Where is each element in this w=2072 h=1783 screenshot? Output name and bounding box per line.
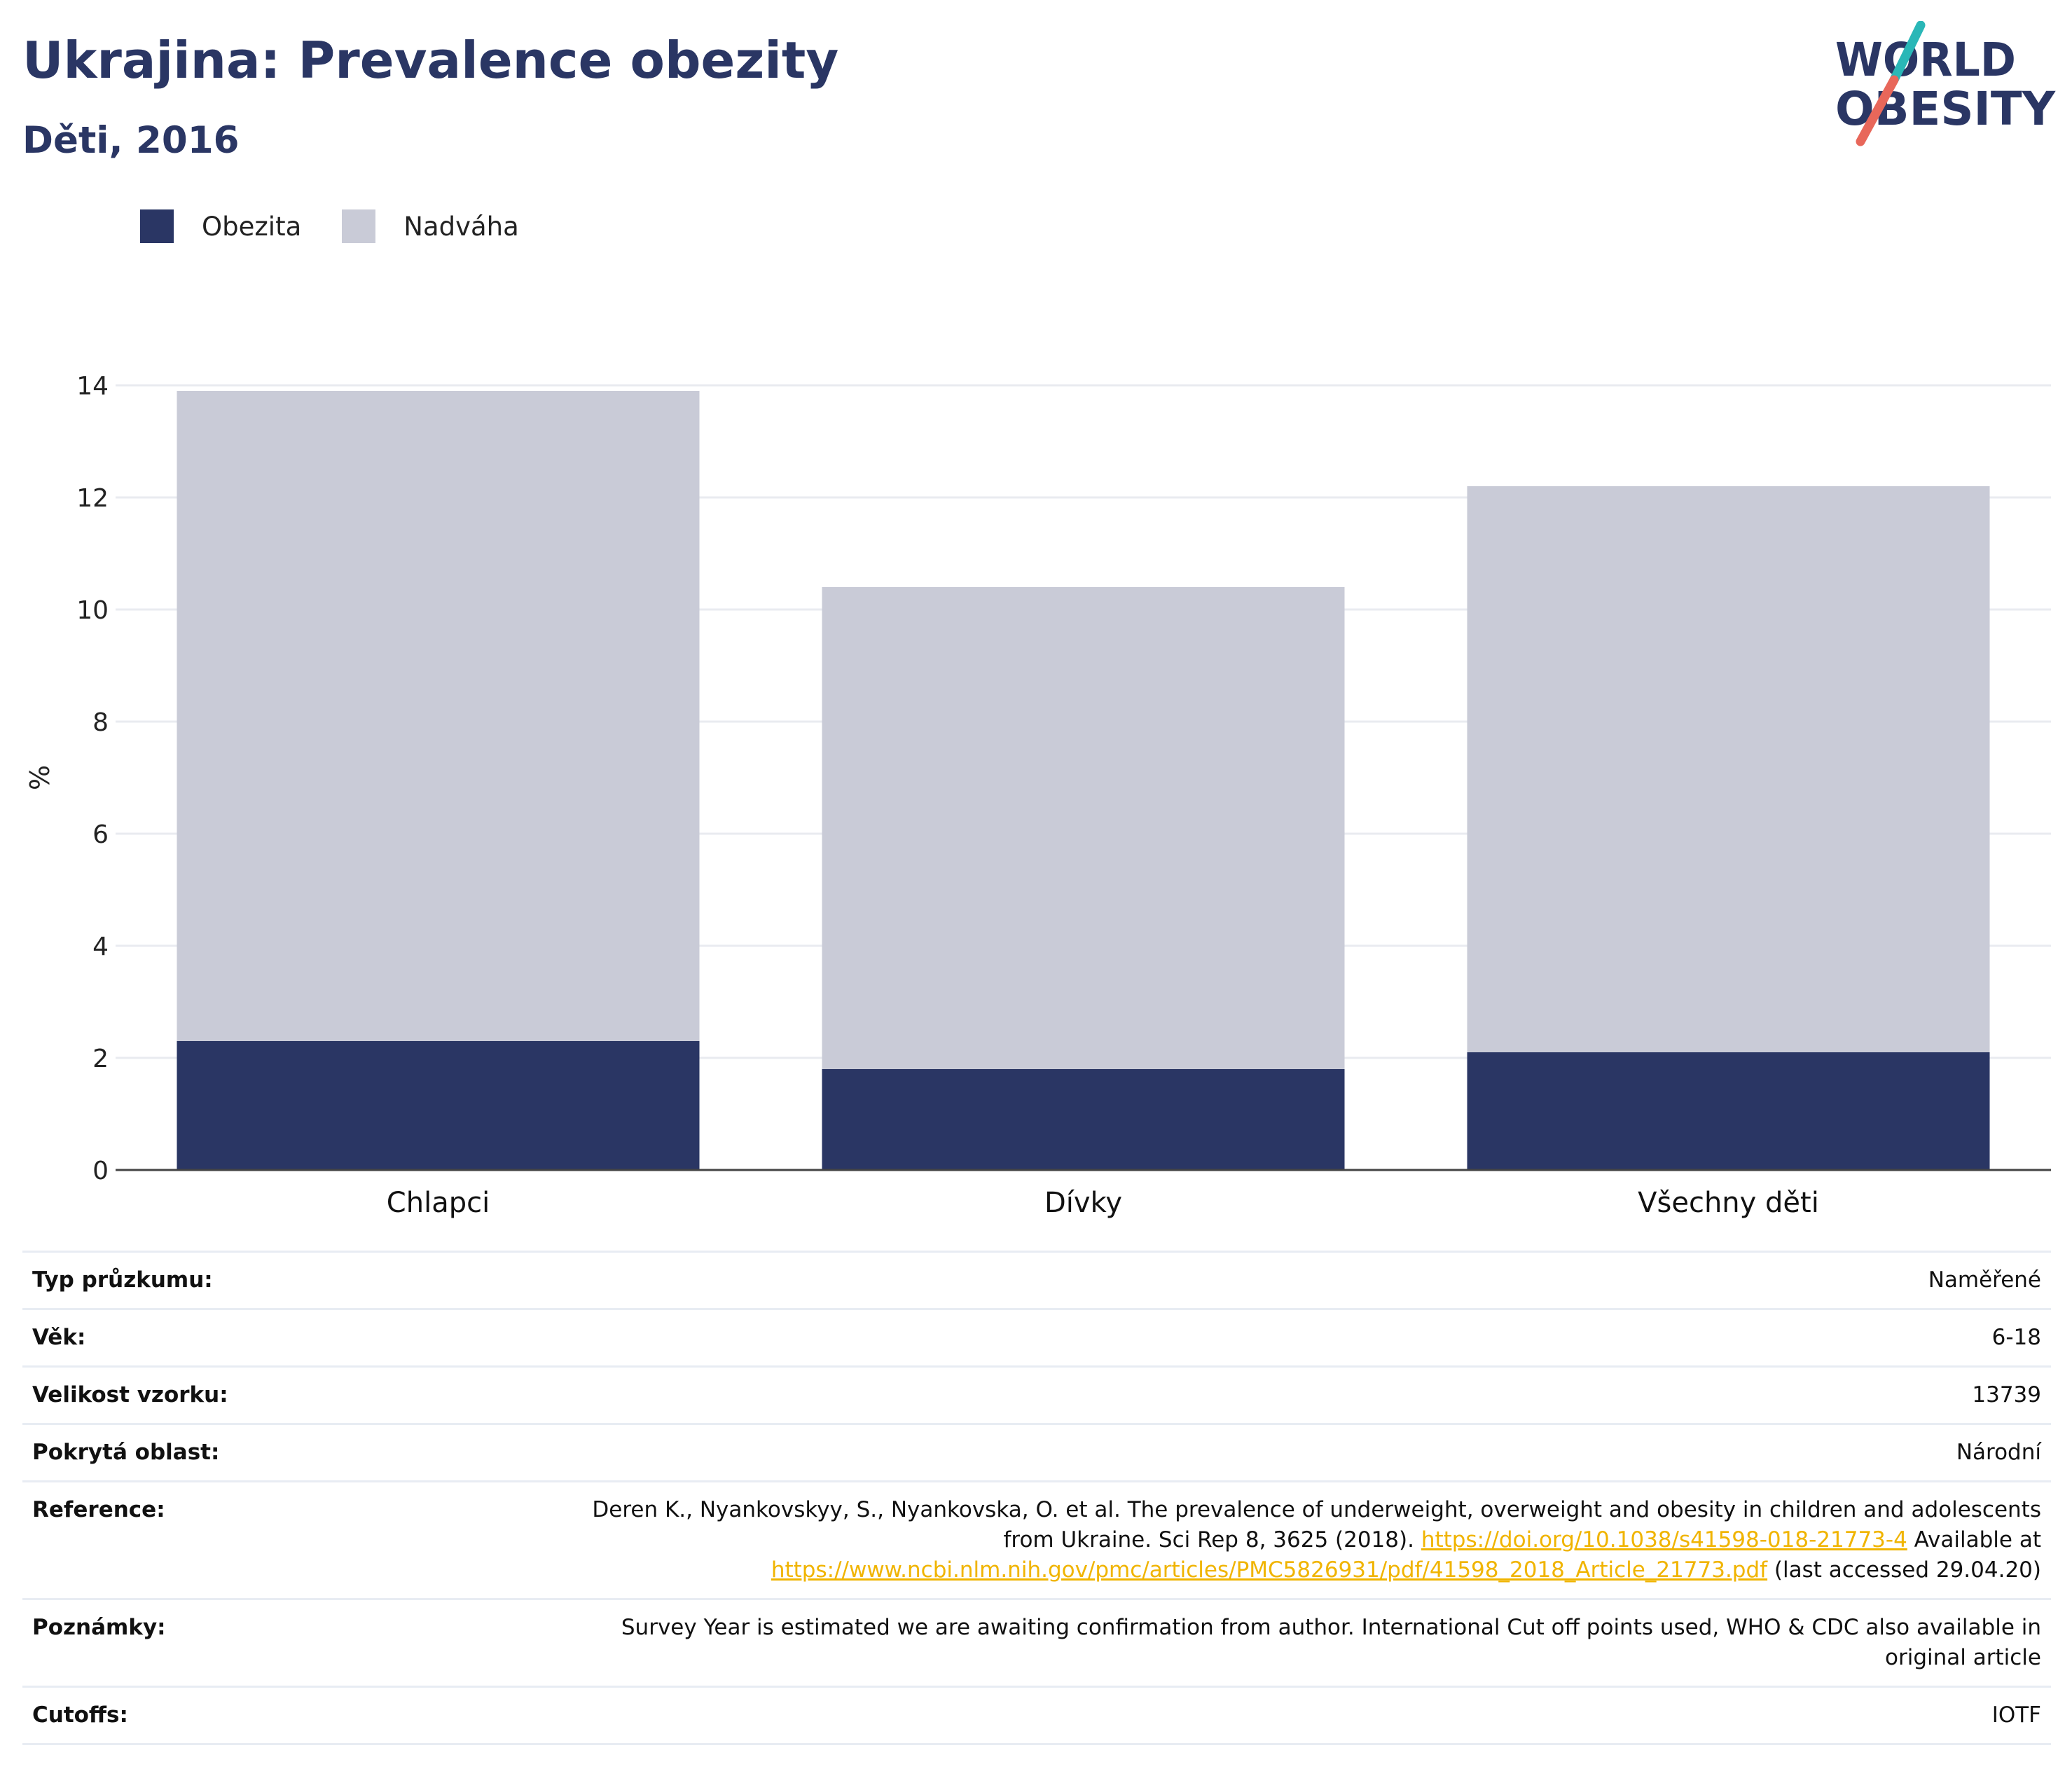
info-value: IOTF bbox=[1991, 1702, 2041, 1728]
y-tick-label: 6 bbox=[92, 820, 109, 849]
y-tick-label: 12 bbox=[76, 484, 109, 513]
y-tick-label: 8 bbox=[92, 708, 109, 737]
x-tick-label: Dívky bbox=[1044, 1187, 1122, 1219]
bar-nadvaha[interactable] bbox=[1467, 486, 1990, 1052]
reference-pdf-link[interactable]: https://www.ncbi.nlm.nih.gov/pmc/article… bbox=[771, 1557, 1768, 1583]
legend-swatch-nadvaha bbox=[342, 209, 376, 243]
stacked-bar-chart: 0 2 4 6 8 10 12 14% Chlapci Dívky Všechny děti bbox=[25, 372, 2051, 1219]
info-value: 6-18 bbox=[1991, 1325, 2041, 1350]
info-value: Survey Year is estimated we are awaiting… bbox=[621, 1615, 2041, 1670]
logo-slash-bottom bbox=[1856, 75, 1899, 146]
info-label: Typ průzkumu: bbox=[32, 1267, 213, 1293]
info-row-notes: Poznámky: Survey Year is estimated we ar… bbox=[22, 1599, 2051, 1687]
chart-legend: Obezita Nadváha bbox=[140, 209, 560, 244]
survey-info-table: Typ průzkumu: Naměřené Věk: 6-18 Velikos… bbox=[22, 1251, 2051, 1745]
info-label: Věk: bbox=[32, 1325, 86, 1350]
reference-value: Deren K., Nyankovskyy, S., Nyankovska, O… bbox=[546, 1482, 2051, 1599]
info-row-age: Věk: 6-18 bbox=[22, 1309, 2051, 1367]
bar-obezita[interactable] bbox=[177, 1041, 700, 1170]
y-tick-label: 0 bbox=[92, 1157, 109, 1185]
info-value: Národní bbox=[1956, 1440, 2041, 1465]
info-row-survey-type: Typ průzkumu: Naměřené bbox=[22, 1251, 2051, 1309]
x-tick-label: Všechny děti bbox=[1638, 1187, 1819, 1219]
legend-label-obezita: Obezita bbox=[202, 211, 302, 242]
legend-item-obezita[interactable]: Obezita bbox=[140, 209, 301, 243]
page-subtitle: Děti, 2016 bbox=[22, 119, 240, 162]
info-value: 13739 bbox=[1972, 1382, 2041, 1407]
info-label: Pokrytá oblast: bbox=[32, 1440, 220, 1465]
y-axis-label: % bbox=[25, 765, 55, 790]
bar-obezita[interactable] bbox=[1467, 1052, 1990, 1170]
reference-text-accessed: (last accessed 29.04.20) bbox=[1767, 1557, 2041, 1583]
page-title: Ukrajina: Prevalence obezity bbox=[22, 31, 839, 90]
legend-item-nadvaha[interactable]: Nadváha bbox=[342, 209, 519, 243]
legend-swatch-obezita bbox=[140, 209, 174, 243]
info-label: Poznámky: bbox=[32, 1615, 166, 1640]
info-row-cutoffs: Cutoffs: IOTF bbox=[22, 1686, 2051, 1744]
bar-nadvaha[interactable] bbox=[177, 391, 700, 1041]
reference-doi-link[interactable]: https://doi.org/10.1038/s41598-018-21773… bbox=[1421, 1527, 1907, 1553]
info-label: Reference: bbox=[32, 1497, 165, 1522]
y-tick-label: 14 bbox=[76, 372, 109, 401]
logo-slash-top bbox=[1889, 21, 1926, 85]
reference-text: Deren K., Nyankovskyy, S., Nyankovska, O… bbox=[592, 1497, 2041, 1553]
world-obesity-logo: WORLD OBESITY bbox=[1835, 21, 2056, 146]
info-label: Cutoffs: bbox=[32, 1702, 128, 1728]
info-value: Naměřené bbox=[1928, 1267, 2041, 1293]
y-tick-label: 4 bbox=[92, 932, 109, 961]
reference-text-available: Available at bbox=[1907, 1527, 2041, 1553]
x-tick-label: Chlapci bbox=[387, 1187, 490, 1219]
bar-obezita[interactable] bbox=[822, 1069, 1345, 1170]
legend-label-nadvaha: Nadváha bbox=[403, 211, 519, 242]
y-tick-label: 10 bbox=[76, 596, 109, 625]
logo-word-world: WORLD bbox=[1835, 33, 2016, 87]
bar-nadvaha[interactable] bbox=[822, 587, 1345, 1069]
info-label: Velikost vzorku: bbox=[32, 1382, 228, 1407]
info-row-area-covered: Pokrytá oblast: Národní bbox=[22, 1424, 2051, 1482]
y-tick-label: 2 bbox=[92, 1045, 109, 1073]
info-row-sample-size: Velikost vzorku: 13739 bbox=[22, 1366, 2051, 1424]
info-row-reference: Reference: Deren K., Nyankovskyy, S., Ny… bbox=[22, 1481, 2051, 1599]
